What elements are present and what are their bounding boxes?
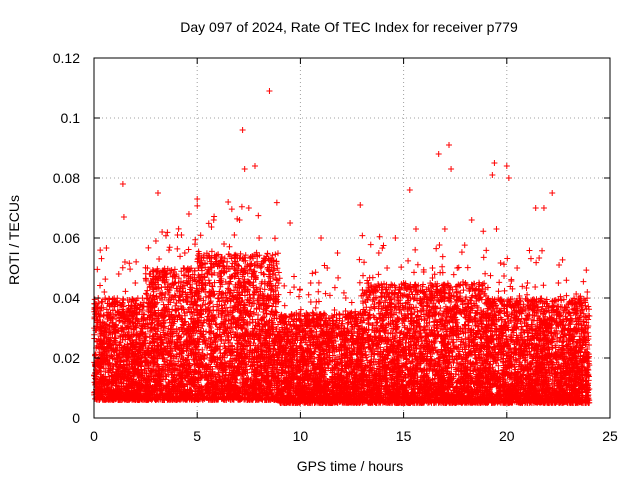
data-point	[204, 351, 211, 358]
data-point	[129, 363, 136, 370]
data-point	[133, 258, 140, 265]
data-point	[97, 282, 104, 289]
data-point	[102, 368, 109, 375]
data-point	[287, 289, 294, 296]
data-point	[177, 253, 184, 260]
data-point	[185, 246, 192, 253]
data-point	[272, 251, 279, 258]
data-point	[312, 269, 319, 276]
data-point	[335, 274, 342, 281]
data-point	[305, 291, 312, 298]
data-point	[205, 313, 212, 320]
data-point	[356, 279, 363, 286]
data-point	[226, 280, 233, 287]
data-point	[164, 229, 171, 236]
data-point	[126, 260, 133, 267]
data-point	[139, 295, 146, 302]
data-point	[174, 231, 181, 238]
data-point	[116, 317, 123, 324]
data-point	[122, 288, 129, 295]
data-point	[249, 300, 256, 307]
data-point	[175, 225, 182, 232]
data-point	[162, 232, 169, 239]
data-point	[166, 244, 173, 251]
data-point	[137, 301, 144, 308]
data-point	[102, 276, 109, 283]
data-point	[340, 289, 347, 296]
data-point	[174, 245, 181, 252]
data-point	[269, 252, 276, 259]
data-point	[274, 250, 281, 257]
data-point	[269, 303, 276, 310]
data-points	[91, 88, 593, 406]
data-point	[106, 360, 113, 367]
data-point	[226, 243, 233, 250]
data-point	[208, 224, 215, 231]
data-point	[98, 255, 105, 262]
data-point	[119, 264, 126, 271]
data-point	[127, 266, 134, 273]
data-point	[312, 304, 319, 311]
data-point	[105, 295, 112, 302]
data-point	[97, 247, 104, 254]
data-point	[156, 255, 163, 262]
data-point	[194, 202, 201, 209]
data-point	[158, 284, 165, 291]
data-point	[120, 297, 127, 304]
data-point	[255, 212, 262, 219]
data-point	[98, 298, 105, 305]
data-point	[120, 373, 127, 380]
data-point	[197, 232, 204, 239]
data-point	[165, 247, 172, 254]
data-point	[192, 236, 199, 243]
data-point	[271, 235, 278, 242]
data-point	[129, 313, 136, 320]
data-point	[94, 266, 101, 273]
data-point	[238, 203, 245, 210]
data-point	[273, 199, 280, 206]
data-point	[205, 220, 212, 227]
data-point	[171, 266, 178, 273]
y-axis-label: ROTI / TECUs	[6, 195, 22, 285]
data-point	[145, 244, 152, 251]
data-point	[142, 270, 149, 277]
x-axis-label: GPS time / hours	[297, 458, 404, 474]
chart-title: Day 097 of 2024, Rate Of TEC Index for r…	[180, 19, 518, 35]
data-point	[296, 287, 303, 294]
data-point	[228, 206, 235, 213]
data-point	[103, 244, 110, 251]
